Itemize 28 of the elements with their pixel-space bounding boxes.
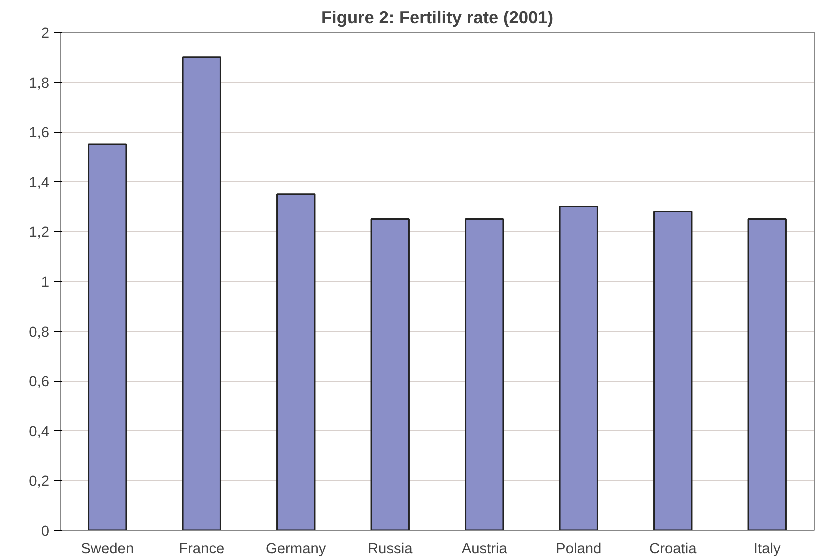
y-tick-label: 0,2 <box>29 474 50 490</box>
y-tick-label: 1,4 <box>29 175 50 192</box>
y-tick-label: 1 <box>41 275 50 291</box>
x-tick-label: France <box>179 542 225 558</box>
bar <box>465 218 504 530</box>
bar <box>654 211 693 530</box>
y-tick-label: 1,8 <box>29 76 50 92</box>
y-tick-label: 1,2 <box>29 225 50 242</box>
y-tick-label: 0,4 <box>29 424 50 440</box>
x-tick-label: Poland <box>556 542 602 558</box>
bar <box>88 144 128 530</box>
x-tick-label: Austria <box>462 542 508 558</box>
y-tick-label: 1,6 <box>29 126 50 142</box>
y-tick-label: 0,6 <box>29 374 50 391</box>
y-tick-label: 2 <box>41 26 50 42</box>
x-tick-label: Germany <box>266 542 327 558</box>
x-tick-label: Russia <box>368 542 414 558</box>
bar <box>182 56 222 530</box>
chart-title: Figure 2: Fertility rate (2001) <box>321 8 554 28</box>
bar <box>748 218 787 530</box>
bar <box>559 206 598 530</box>
x-tick-label: Italy <box>754 542 782 558</box>
y-tick-label: 0,8 <box>29 324 50 341</box>
x-tick-label: Sweden <box>81 542 134 558</box>
bar <box>276 194 316 530</box>
bar <box>370 218 410 530</box>
y-tick-label: 0 <box>41 524 50 540</box>
x-tick-label: Croatia <box>650 542 698 558</box>
